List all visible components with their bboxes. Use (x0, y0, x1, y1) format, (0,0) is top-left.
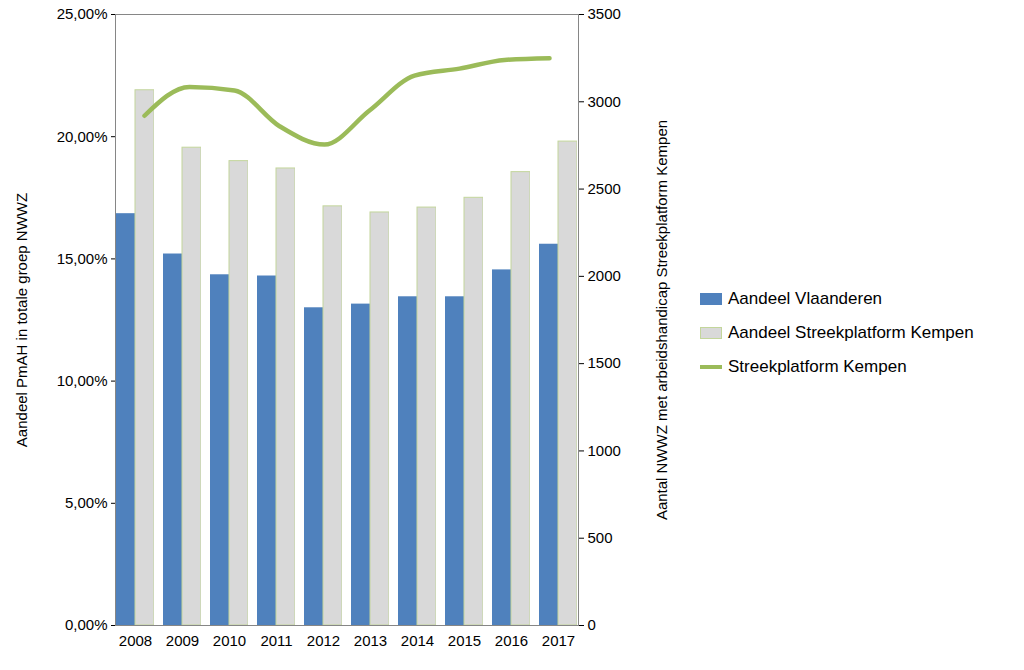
html-text:Aandeel Streekplatform Kempen: Aandeel Streekplatform Kempen (728, 323, 974, 342)
svg-text:2500: 2500 (588, 180, 621, 197)
html-text:Streekplatform Kempen: Streekplatform Kempen (728, 357, 907, 376)
svg-text:25,00%: 25,00% (57, 5, 108, 22)
svg-text:5,00%: 5,00% (65, 494, 108, 511)
svg-text:500: 500 (588, 529, 613, 546)
svg-text:20,00%: 20,00% (57, 128, 108, 145)
svg-text:2000: 2000 (588, 267, 621, 284)
svg-text:Aandeel PmAH in totale groep N: Aandeel PmAH in totale groep NWWZ (13, 193, 30, 447)
svg-text:0: 0 (588, 616, 596, 633)
svg-text:2009: 2009 (166, 632, 199, 649)
svg-text:2015: 2015 (448, 632, 481, 649)
svg-text:2014: 2014 (401, 632, 434, 649)
svg-text:3500: 3500 (588, 5, 621, 22)
svg-text:1500: 1500 (588, 354, 621, 371)
svg-text:2010: 2010 (213, 632, 246, 649)
svg-text:2017: 2017 (542, 632, 575, 649)
svg-text:Aantal NWWZ met arbeidshandica: Aantal NWWZ met arbeidshandicap Streekpl… (653, 120, 670, 520)
svg-text:2008: 2008 (119, 632, 152, 649)
svg-text:1000: 1000 (588, 442, 621, 459)
svg-text:2012: 2012 (307, 632, 340, 649)
svg-text:15,00%: 15,00% (57, 250, 108, 267)
svg-text:0,00%: 0,00% (65, 616, 108, 633)
svg-text:2016: 2016 (495, 632, 528, 649)
svg-text:2011: 2011 (260, 632, 292, 649)
svg-text:10,00%: 10,00% (57, 372, 108, 389)
html-text:Aandeel Vlaanderen: Aandeel Vlaanderen (728, 289, 883, 308)
svg-text:2013: 2013 (354, 632, 387, 649)
svg-text:3000: 3000 (588, 93, 621, 110)
